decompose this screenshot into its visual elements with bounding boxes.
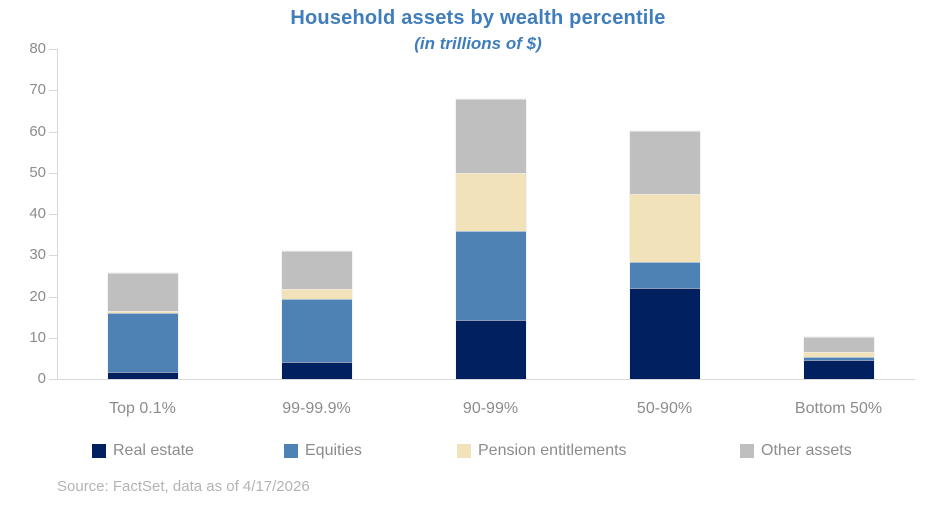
bar-segment bbox=[629, 287, 700, 379]
x-axis-label: 99-99.9% bbox=[282, 400, 351, 417]
legend-label: Equities bbox=[305, 442, 362, 459]
bar-segment bbox=[281, 299, 352, 363]
x-axis-label: 50-90% bbox=[636, 400, 693, 417]
legend-item: Pension entitlements bbox=[457, 443, 627, 459]
y-axis-tick-label: 30 bbox=[29, 246, 46, 264]
legend-label: Real estate bbox=[113, 442, 194, 459]
bar-segment bbox=[629, 261, 700, 288]
chart-subtitle: (in trillions of $) bbox=[414, 34, 542, 53]
legend-item: Real estate bbox=[92, 443, 194, 459]
y-axis-tick-label: 50 bbox=[29, 163, 46, 181]
bar-segment bbox=[107, 371, 178, 379]
y-axis-tick bbox=[49, 172, 57, 174]
bar-segment bbox=[107, 313, 178, 372]
bar-segment bbox=[803, 336, 874, 353]
y-axis-tick-label: 70 bbox=[29, 81, 46, 99]
y-axis-tick-label: 0 bbox=[37, 370, 46, 387]
x-axis-label: 90-99% bbox=[462, 400, 519, 417]
bar-segment bbox=[281, 251, 352, 289]
chart-title: Household assets by wealth percentile bbox=[290, 7, 666, 29]
y-axis-tick bbox=[49, 255, 57, 257]
x-axis-line bbox=[57, 379, 915, 380]
bar-segment bbox=[455, 172, 526, 231]
y-axis-tick bbox=[49, 337, 57, 339]
y-axis-tick bbox=[49, 131, 57, 133]
y-axis-tick bbox=[49, 296, 57, 298]
y-axis-tick bbox=[49, 49, 57, 50]
bar-segment bbox=[455, 319, 526, 379]
bar-segment bbox=[281, 288, 352, 300]
bar-segment bbox=[803, 352, 874, 358]
bar-segment bbox=[107, 272, 178, 311]
bar-segment bbox=[107, 310, 178, 314]
bar-segment bbox=[629, 194, 700, 262]
legend-label: Other assets bbox=[761, 442, 852, 459]
legend-swatch bbox=[457, 444, 471, 458]
bar-segment bbox=[629, 131, 700, 195]
y-axis-line bbox=[57, 49, 58, 379]
y-axis-tick bbox=[49, 379, 57, 380]
y-axis-tick-label: 20 bbox=[29, 287, 46, 305]
bar-segment bbox=[803, 360, 874, 379]
title-block: Household assets by wealth percentile (i… bbox=[20, 6, 936, 54]
y-axis-tick-label: 60 bbox=[29, 122, 46, 140]
source-note: Source: FactSet, data as of 4/17/2026 bbox=[57, 478, 310, 495]
y-axis-tick-label: 40 bbox=[29, 205, 46, 222]
bar-segment bbox=[281, 362, 352, 379]
bar-segment bbox=[803, 357, 874, 360]
y-axis-tick-label: 10 bbox=[29, 328, 46, 346]
bar-segment bbox=[455, 230, 526, 320]
legend-swatch bbox=[740, 444, 754, 458]
y-axis-tick-label: 80 bbox=[29, 40, 46, 57]
legend-item: Other assets bbox=[740, 443, 852, 459]
legend-label: Pension entitlements bbox=[478, 442, 627, 459]
x-axis-label: Top 0.1% bbox=[109, 400, 176, 417]
legend-item: Equities bbox=[284, 443, 362, 459]
y-axis-tick bbox=[49, 90, 57, 92]
legend-swatch bbox=[92, 444, 106, 458]
y-axis-tick bbox=[49, 214, 57, 215]
x-axis-label: Bottom 50% bbox=[794, 400, 883, 417]
legend-swatch bbox=[284, 444, 298, 458]
bar-segment bbox=[455, 98, 526, 173]
